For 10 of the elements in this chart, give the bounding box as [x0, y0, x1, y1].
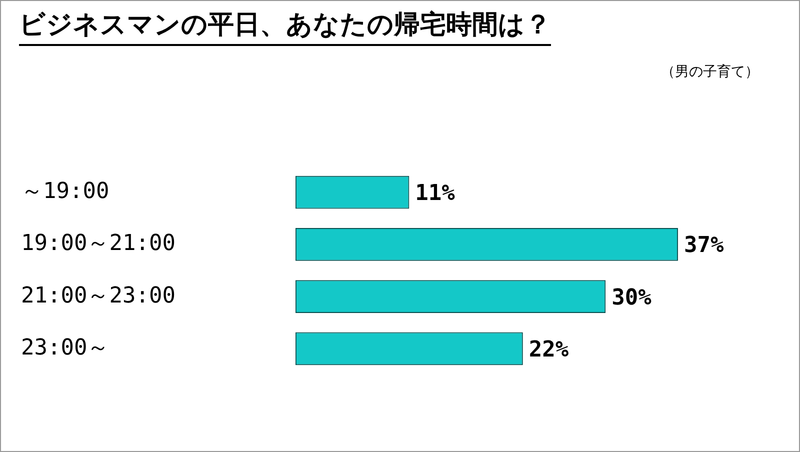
y-tick-label: 21:00～23:00: [21, 283, 176, 308]
y-tick-label: ～19:00: [21, 178, 110, 204]
data-label: 37%: [684, 233, 724, 258]
data-label: 22%: [528, 337, 570, 362]
text: （男の子育て）: [661, 63, 759, 81]
y-tick-label: 23:00～: [21, 335, 110, 360]
y-tick-label: 19:00～21:00: [21, 231, 176, 256]
data-label: 30%: [612, 285, 652, 310]
data-label: 11%: [415, 180, 456, 206]
chart-title: ビジネスマンの平日、あなたの帰宅時間は？: [19, 7, 551, 46]
